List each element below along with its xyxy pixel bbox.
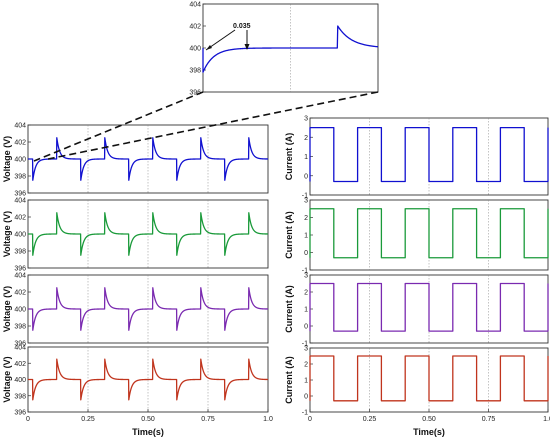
y-tick-label: 396 bbox=[189, 90, 201, 97]
series-line bbox=[27, 212, 269, 256]
x-tick-label: 1.0 bbox=[543, 416, 550, 423]
x-tick-label: 1.0 bbox=[263, 416, 273, 423]
x-tick-label: 0.25 bbox=[363, 416, 377, 423]
x-tick-label: 0.25 bbox=[81, 416, 95, 423]
panel-v4: 404 402 400 398 396 Voltage (V) 0 0.25 0.50 0.75 1… bbox=[2, 345, 273, 438]
y-tick-label: 400 bbox=[14, 157, 26, 164]
panel-v2: 404 402 400 398 396 Voltage (V) bbox=[2, 198, 269, 273]
panel-inset: 404 402 400 398 396 0.035 bbox=[189, 2, 379, 97]
y-tick-label: 402 bbox=[14, 215, 26, 222]
series-line bbox=[309, 282, 549, 332]
y-tick-label: 1 bbox=[304, 233, 308, 240]
series-line bbox=[27, 287, 269, 331]
y-tick-label: 3 bbox=[304, 273, 308, 280]
y-axis-label: Voltage (V) bbox=[2, 356, 12, 402]
y-tick-label: 402 bbox=[189, 24, 201, 31]
y-tick-label: 2 bbox=[304, 135, 308, 142]
series-line bbox=[202, 25, 379, 73]
y-tick-label: 0 bbox=[304, 324, 308, 331]
panel-v1: 404 402 400 398 396 Voltage (V) bbox=[2, 123, 269, 198]
series-line bbox=[309, 126, 549, 183]
y-tick-label: 1 bbox=[304, 378, 308, 385]
y-tick-label: 404 bbox=[14, 345, 26, 352]
y-tick-label: 396 bbox=[14, 341, 26, 348]
y-tick-label: 400 bbox=[14, 377, 26, 384]
y-tick-label: 3 bbox=[304, 116, 308, 123]
x-tick-label: 0.50 bbox=[141, 416, 155, 423]
y-tick-label: 398 bbox=[189, 68, 201, 75]
y-tick-label: 402 bbox=[14, 290, 26, 297]
y-axis-label: Current (A) bbox=[284, 133, 294, 181]
y-tick-label: 3 bbox=[304, 198, 308, 205]
y-tick-label: 398 bbox=[14, 249, 26, 256]
y-tick-label: 404 bbox=[189, 2, 201, 9]
y-tick-label: 2 bbox=[304, 290, 308, 297]
y-tick-label: -1 bbox=[302, 341, 308, 348]
y-tick-label: 404 bbox=[14, 123, 26, 130]
y-axis-label: Current (A) bbox=[284, 356, 294, 404]
y-tick-label: -1 bbox=[302, 410, 308, 417]
y-tick-label: 1 bbox=[304, 307, 308, 314]
x-tick-label: 0.50 bbox=[422, 416, 436, 423]
zoom-connector-line bbox=[47, 91, 379, 160]
arrow-head bbox=[244, 44, 250, 50]
y-axis-label: Voltage (V) bbox=[2, 211, 12, 257]
x-tick-label: 0 bbox=[26, 416, 30, 423]
y-tick-label: 2 bbox=[304, 215, 308, 222]
y-tick-label: 0 bbox=[304, 250, 308, 257]
y-tick-label: 398 bbox=[14, 393, 26, 400]
series-line bbox=[309, 208, 549, 259]
y-tick-label: -1 bbox=[302, 193, 308, 200]
panel-v3: 404 402 400 398 396 Voltage (V) bbox=[2, 273, 269, 348]
y-tick-label: 0 bbox=[304, 173, 308, 180]
panel-c2: 3 2 1 0 -1 Current (A) bbox=[284, 198, 549, 275]
y-axis-label: Voltage (V) bbox=[2, 286, 12, 332]
x-tick-label: 0.75 bbox=[201, 416, 215, 423]
y-tick-label: 396 bbox=[14, 191, 26, 198]
series-line bbox=[27, 137, 269, 181]
arrow-head bbox=[206, 45, 212, 50]
y-tick-label: 3 bbox=[304, 346, 308, 353]
zoom-connector-line bbox=[33, 91, 204, 162]
y-tick-label: 2 bbox=[304, 362, 308, 369]
x-axis-label: Time(s) bbox=[413, 427, 445, 437]
y-tick-label: 396 bbox=[14, 410, 26, 417]
y-axis-label: Voltage (V) bbox=[2, 136, 12, 182]
y-tick-label: 398 bbox=[14, 174, 26, 181]
y-tick-label: 402 bbox=[14, 140, 26, 147]
y-tick-label: 404 bbox=[14, 198, 26, 205]
y-tick-label: -1 bbox=[302, 268, 308, 275]
y-tick-label: 400 bbox=[14, 307, 26, 314]
y-tick-label: 402 bbox=[14, 361, 26, 368]
y-tick-label: 398 bbox=[14, 324, 26, 331]
y-axis-label: Current (A) bbox=[284, 211, 294, 259]
series-line bbox=[309, 355, 549, 402]
y-tick-label: 396 bbox=[14, 266, 26, 273]
y-tick-label: 404 bbox=[14, 273, 26, 280]
y-tick-label: 400 bbox=[14, 232, 26, 239]
x-tick-label: 0 bbox=[308, 416, 312, 423]
y-tick-label: 400 bbox=[189, 46, 201, 53]
series-line bbox=[27, 358, 269, 401]
panel-c3: 3 2 1 0 -1 Current (A) bbox=[284, 273, 549, 348]
x-axis-label: Time(s) bbox=[132, 427, 164, 437]
y-tick-label: 0 bbox=[304, 394, 308, 401]
y-axis-label: Current (A) bbox=[284, 285, 294, 333]
panel-c1: 3 2 1 0 -1 Current (A) bbox=[284, 116, 549, 200]
annotation-label: 0.035 bbox=[233, 23, 251, 30]
x-tick-label: 0.75 bbox=[482, 416, 496, 423]
y-tick-label: 1 bbox=[304, 154, 308, 161]
